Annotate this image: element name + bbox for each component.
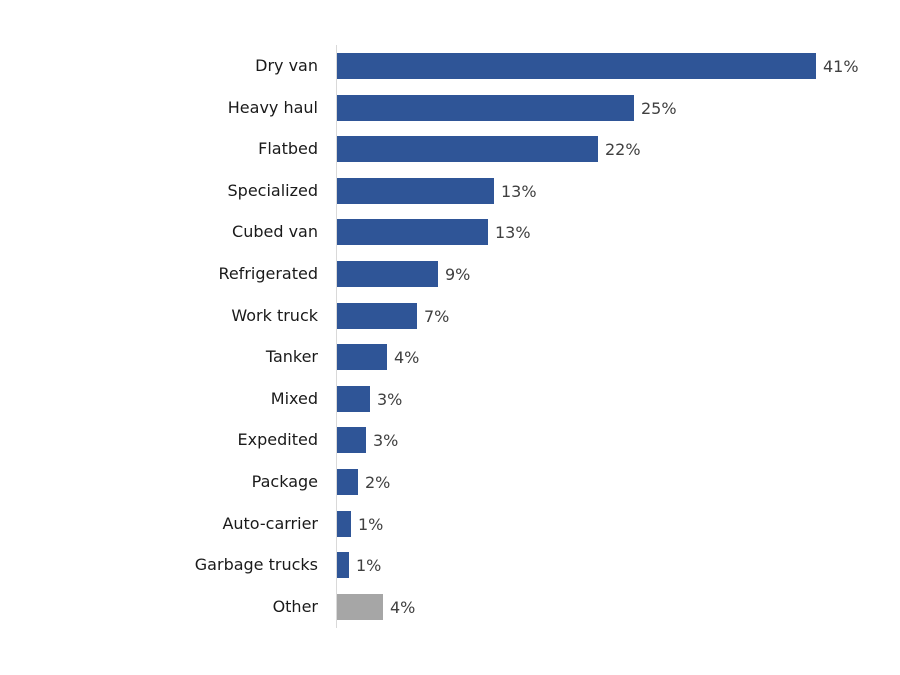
- bar-row: Heavy haul 25%: [0, 95, 900, 121]
- data-label: 22%: [605, 140, 641, 159]
- data-label: 4%: [390, 598, 416, 617]
- category-label: Auto-carrier: [222, 514, 318, 533]
- category-label: Garbage trucks: [194, 555, 318, 574]
- bar-row: Package 2%: [0, 469, 900, 495]
- bar-row: Tanker 4%: [0, 344, 900, 370]
- bar-row: Garbage trucks 1%: [0, 552, 900, 578]
- category-label: Mixed: [270, 389, 318, 408]
- bar-row: Refrigerated 9%: [0, 261, 900, 287]
- bar-row: Cubed van 13%: [0, 219, 900, 245]
- data-label: 3%: [373, 431, 399, 450]
- data-label: 2%: [365, 473, 391, 492]
- data-label: 9%: [445, 265, 471, 284]
- bar: [337, 427, 366, 453]
- bar-row: Mixed 3%: [0, 386, 900, 412]
- bar-row: Expedited 3%: [0, 427, 900, 453]
- bar: [337, 552, 349, 578]
- category-label: Flatbed: [258, 139, 318, 158]
- category-label: Refrigerated: [218, 264, 318, 283]
- data-label: 7%: [424, 307, 450, 326]
- data-label: 41%: [823, 57, 859, 76]
- bar: [337, 178, 494, 204]
- bar: [337, 53, 816, 79]
- bar-row: Specialized 13%: [0, 178, 900, 204]
- bar-row: Dry van 41%: [0, 53, 900, 79]
- category-label: Other: [272, 597, 318, 616]
- category-label: Package: [251, 472, 318, 491]
- data-label: 3%: [377, 390, 403, 409]
- category-label: Specialized: [227, 181, 319, 200]
- category-label: Expedited: [237, 430, 318, 449]
- bar: [337, 219, 488, 245]
- category-label: Tanker: [265, 347, 318, 366]
- bar: [337, 303, 417, 329]
- bar-row: Other 4%: [0, 594, 900, 620]
- data-label: 1%: [356, 556, 382, 575]
- data-label: 25%: [641, 99, 677, 118]
- bar: [337, 136, 598, 162]
- bar: [337, 511, 351, 537]
- data-label: 4%: [394, 348, 420, 367]
- bar-row: Auto-carrier 1%: [0, 511, 900, 537]
- category-label: Cubed van: [232, 222, 318, 241]
- bar: [337, 261, 438, 287]
- data-label: 13%: [495, 223, 531, 242]
- bar: [337, 469, 358, 495]
- data-label: 13%: [501, 182, 537, 201]
- bar: [337, 344, 387, 370]
- category-label: Work truck: [231, 306, 318, 325]
- data-label: 1%: [358, 515, 384, 534]
- bar: [337, 95, 634, 121]
- category-label: Heavy haul: [227, 98, 318, 117]
- category-axis-line: [336, 45, 337, 628]
- bar-row: Work truck 7%: [0, 303, 900, 329]
- bar: [337, 386, 370, 412]
- bar-row: Flatbed 22%: [0, 136, 900, 162]
- category-label: Dry van: [255, 56, 318, 75]
- bar: [337, 594, 383, 620]
